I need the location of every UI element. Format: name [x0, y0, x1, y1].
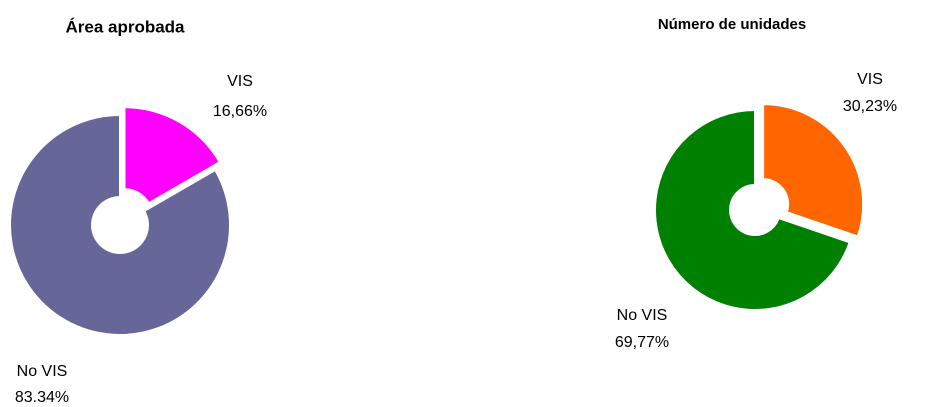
slice-label: VIS	[857, 71, 883, 88]
pie-slice	[654, 108, 851, 311]
pie-slice	[762, 103, 865, 238]
slice-label: No VIS	[17, 363, 68, 380]
slice-label: VIS	[227, 73, 253, 90]
slice-value-label: 83.34%	[15, 389, 69, 406]
slice-value-label: 30,23%	[843, 98, 897, 115]
slice-label: No VIS	[617, 307, 668, 324]
chart-title: Área aprobada	[65, 17, 185, 36]
slice-value-label: 16,66%	[213, 103, 267, 120]
slice-value-label: 69,77%	[615, 334, 669, 351]
chart-title: Número de unidades	[658, 16, 806, 33]
pie-slice	[123, 106, 222, 205]
pie-slice	[9, 113, 231, 336]
